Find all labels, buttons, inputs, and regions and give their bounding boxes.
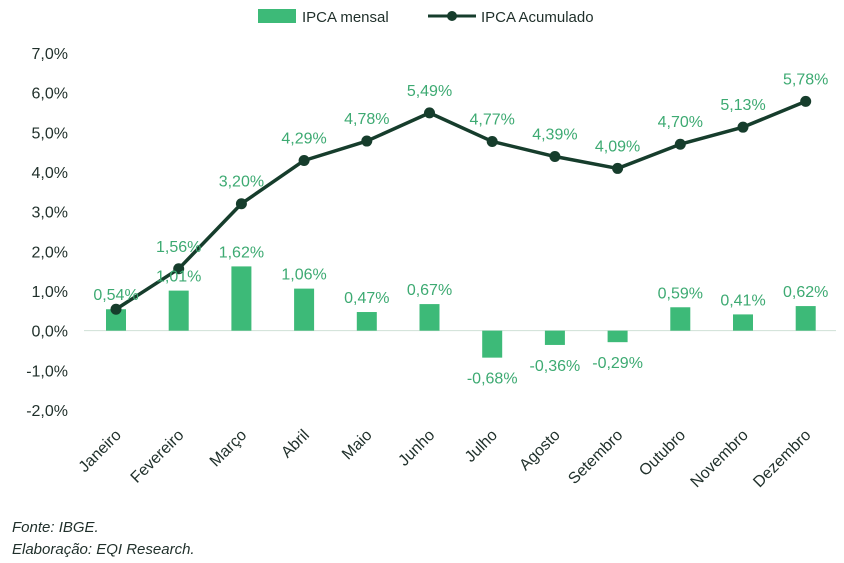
line-marker [424,107,435,119]
bar [670,307,691,331]
legend-label-bar: IPCA mensal [302,9,389,26]
bar [544,330,565,345]
bar-value-label: 1,01% [156,269,201,286]
line-value-label: 4,29% [281,130,326,147]
bar-value-label: 0,41% [720,292,765,309]
bar-value-label: 0,62% [783,284,828,301]
bar-value-label: 1,06% [281,267,326,284]
bar-value-label: 1,62% [219,244,264,261]
bar [482,330,503,358]
line-value-label: 4,77% [470,111,515,128]
x-tick-label: Agosto [516,427,563,474]
bar-value-label: -0,29% [592,355,643,372]
line-marker [298,154,310,166]
x-tick-label: Abril [278,427,313,462]
line-marker [800,95,812,107]
x-axis: Janeiro Fevereiro Março Abril Maio Junho Julho… [76,330,836,491]
bar [607,330,628,343]
bar [419,304,440,331]
line-marker [674,138,686,150]
line-marker [486,135,498,147]
data-labels: 0,54% 1,01% 1,62% 1,06% 0,47% 0,67% -0,68% -0,3… [93,71,828,387]
line-value-label: 4,70% [658,114,703,131]
line-marker [737,121,749,133]
x-tick-label: Setembro [565,427,626,488]
x-tick-label: Janeiro [76,427,125,476]
x-tick-label: Março [207,427,251,471]
y-tick-label: 1,0% [32,284,68,301]
x-tick-label: Julho [462,427,501,466]
y-tick-label: 5,0% [32,125,68,142]
bar-value-label: -0,36% [530,358,581,375]
line-marker [612,162,624,174]
y-tick-label: 6,0% [32,86,68,103]
legend-label-line: IPCA Acumulado [481,9,594,26]
accumulated-line [115,99,807,311]
bar-value-label: -0,68% [467,371,518,388]
y-tick-label: 0,0% [32,324,68,341]
bar [106,309,126,331]
y-tick-label: 4,0% [32,165,68,182]
legend-swatch-marker [447,11,457,21]
x-tick-label: Dezembro [750,427,814,491]
source-note: Fonte: IBGE. [12,519,99,536]
x-tick-label: Maio [339,427,376,464]
line-marker [235,198,247,210]
line-value-label: 5,49% [407,83,452,100]
bar [356,312,377,331]
line-value-label: 5,13% [720,97,765,114]
line-marker [361,135,373,147]
credit-note: Elaboração: EQI Research. [12,541,195,558]
bar-value-label: 0,54% [93,287,138,304]
bar [294,288,315,331]
line-value-label: 4,09% [595,138,640,155]
x-tick-label: Fevereiro [128,427,188,487]
x-tick-label: Novembro [688,427,752,491]
bar-value-label: 0,59% [658,285,703,302]
line-series [110,95,812,315]
line-value-label: 1,56% [156,239,201,256]
ipca-chart: IPCA mensal IPCA Acumulado 7,0% 6,0% 5,0% 4… [26,9,836,491]
line-marker [549,151,561,163]
bar [733,314,753,331]
legend: IPCA mensal IPCA Acumulado [258,9,594,26]
y-tick-label: 2,0% [32,244,68,261]
legend-swatch-bar [258,9,296,23]
line-value-label: 4,78% [344,111,389,128]
line-marker [110,303,122,315]
x-tick-label: Junho [395,427,438,470]
bar [168,290,189,331]
y-axis: 7,0% 6,0% 5,0% 4,0% 3,0% 2,0% 1,0% 0,0% -1,0% -2,… [26,46,68,420]
line-value-label: 5,78% [783,71,828,88]
y-tick-label: 7,0% [32,46,68,63]
bar [231,266,252,331]
bar-value-label: 0,47% [344,290,389,307]
line-marker [173,263,185,275]
bar [795,306,816,331]
bar-value-label: 0,67% [407,282,452,299]
y-tick-label: -2,0% [26,403,68,420]
line-value-label: 4,39% [532,127,577,144]
y-tick-label: -1,0% [26,363,68,380]
y-tick-label: 3,0% [32,205,68,222]
bar-series [106,266,816,358]
line-value-label: 3,20% [219,174,264,191]
x-tick-label: Outubro [636,427,689,480]
